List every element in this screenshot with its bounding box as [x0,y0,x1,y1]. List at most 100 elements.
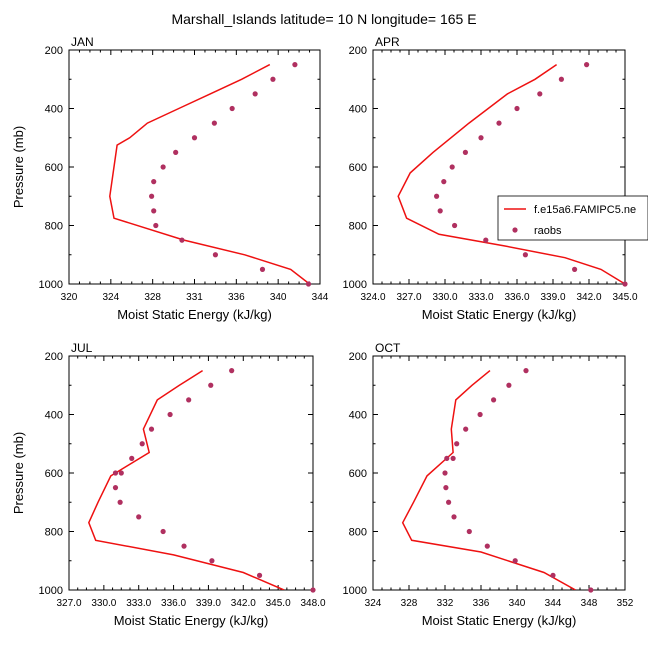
legend-model-label: f.e15a6.FAMIPC5.ne [534,204,636,216]
raobs-point [434,193,440,199]
raobs-point [160,164,166,170]
raobs-point [450,455,456,461]
y-tick-label: 600 [349,162,367,174]
series-group [109,63,310,284]
panel-label: OCT [375,341,401,355]
raobs-point [463,426,469,432]
y-tick-label: 800 [349,527,367,539]
y-tick-label: 800 [45,221,63,233]
plot-frame [68,355,314,591]
y-tick-label: 800 [45,527,63,539]
x-tick-label: 339.0 [196,598,221,609]
x-tick-label: 324 [102,292,119,303]
y-axis-label: Pressure (mb) [11,126,26,208]
x-tick-label: 348 [581,598,598,609]
y-tick-label: 600 [45,162,63,174]
x-tick-label: 340 [509,598,526,609]
raobs-point [209,558,215,564]
y-tick-label: 600 [45,468,63,480]
x-axis-label: Moist Static Energy (kJ/kg) [114,613,269,628]
raobs-point [454,441,460,447]
series-group [397,63,625,284]
y-tick-label: 1000 [343,585,367,597]
raobs-point [442,470,448,476]
raobs-point [572,266,578,272]
raobs-point [491,397,497,403]
raobs-point [212,252,219,258]
raobs-point [451,514,457,520]
raobs-point [588,587,594,593]
raobs-point [259,266,266,272]
x-tick-label: 342.0 [231,598,256,609]
y-tick-label: 200 [349,351,367,363]
raobs-point [118,470,124,476]
raobs-point [151,179,157,185]
x-tick-label: 352 [617,598,634,609]
model-line [87,369,285,590]
legend: f.e15a6.FAMIPC5.ne raobs [497,195,648,241]
panel-jul: JUL 327.0 330.0 333.0 336.0 339.0 342.0 345.0 34… [11,341,326,628]
raobs-point [550,572,556,578]
raobs-point [477,411,483,418]
series-group [401,370,576,590]
plot-frame [372,49,626,285]
raobs-point [310,587,316,593]
panel-label: JAN [71,35,94,49]
raobs-point [149,193,155,199]
y-tick-label: 1000 [39,585,63,597]
model-line [401,370,576,590]
raobs-point [179,237,185,243]
y-axis-label: Pressure (mb) [11,432,26,514]
series-group [87,369,285,590]
x-tick-label: 342.0 [576,292,601,303]
x-tick-label: 336 [228,292,245,303]
raobs-point [167,411,173,418]
raobs-point [437,208,443,214]
raobs-point [462,149,468,155]
x-tick-label: 331 [186,292,203,303]
raobs-point [153,222,159,229]
raobs-point [270,76,276,82]
raobs-point [522,252,529,258]
raobs-point [112,470,119,476]
y-tick-label: 400 [45,104,63,116]
y-tick-label: 600 [349,468,367,480]
raobs-point [512,558,518,564]
panel-apr: APR 324.0 327.0 330.0 333.0 336.0 339.0 342.0 34… [343,35,648,322]
raobs-point [452,222,458,229]
raobs-point [256,572,263,578]
raobs-point [558,76,565,82]
y-tick-label: 200 [349,45,367,57]
panel-label: JUL [71,341,93,355]
raobs-point [117,499,123,505]
x-tick-label: 333.0 [468,292,493,303]
x-tick-label: 336.0 [504,292,529,303]
raobs-point [252,91,258,97]
y-tick-label: 200 [45,45,63,57]
raobs-point [496,120,502,126]
raobs-point [449,164,455,170]
legend-obs-label: raobs [534,225,562,237]
x-tick-label: 344 [545,598,562,609]
x-tick-label: 330.0 [91,598,116,609]
panel-oct: OCT 324 328 332 336 340 344 348 352 200 400 600 800 1… [343,341,634,628]
y-tick-label: 400 [349,410,367,422]
y-tick-label: 1000 [343,279,367,291]
model-line [397,63,625,284]
x-tick-label: 324 [365,598,382,609]
x-tick-label: 324.0 [360,292,385,303]
x-tick-label: 328 [401,598,418,609]
model-line [109,63,310,284]
raobs-point [148,426,155,432]
legend-point-swatch [512,227,518,233]
raobs-point [173,149,179,155]
x-axis-label: Moist Static Energy (kJ/kg) [422,307,577,322]
raobs-point [446,499,452,505]
panel-label: APR [375,35,400,49]
raobs-point [483,237,489,243]
raobs-point [478,135,484,141]
raobs-point [514,105,520,112]
y-tick-label: 800 [349,221,367,233]
raobs-point [208,382,214,388]
